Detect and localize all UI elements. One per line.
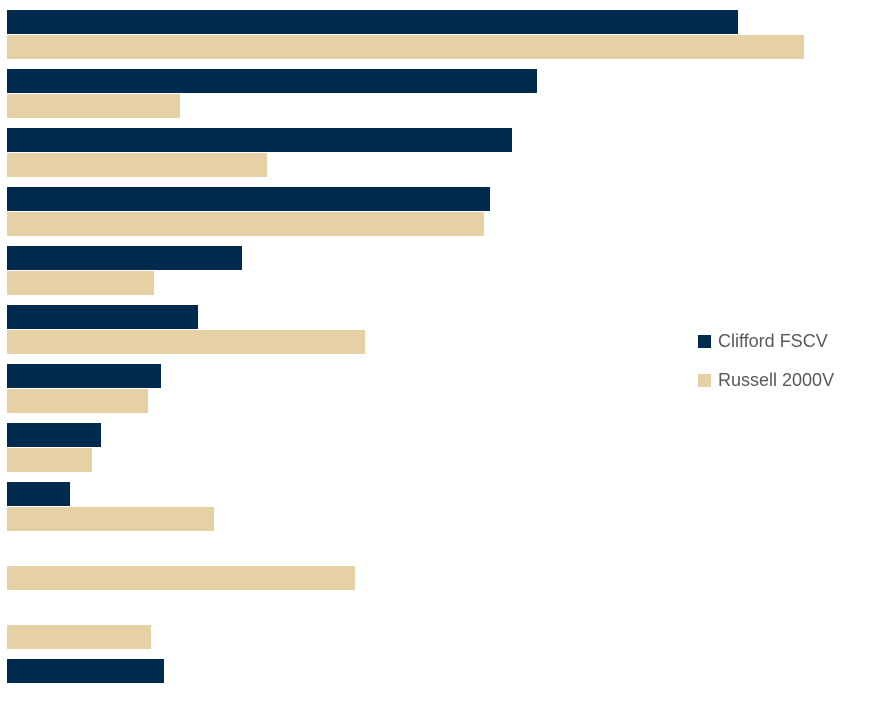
bar-russell-2000v bbox=[7, 153, 267, 177]
bar-group bbox=[7, 482, 870, 531]
bar-clifford-fscv bbox=[7, 305, 198, 329]
bar-group bbox=[7, 187, 870, 236]
bar-clifford-fscv bbox=[7, 69, 537, 93]
bar-clifford-fscv bbox=[7, 364, 161, 388]
bar-group bbox=[7, 659, 870, 708]
legend-item-clifford-fscv: Clifford FSCV bbox=[698, 331, 834, 351]
legend: Clifford FSCV Russell 2000V bbox=[698, 331, 834, 409]
bar-clifford-fscv bbox=[7, 187, 490, 211]
legend-label-russell-2000v: Russell 2000V bbox=[718, 370, 835, 390]
bar-group bbox=[7, 246, 870, 295]
bar-russell-2000v bbox=[7, 566, 355, 590]
bar-clifford-fscv bbox=[7, 128, 512, 152]
bar-group bbox=[7, 364, 870, 413]
bar-clifford-fscv bbox=[7, 10, 738, 34]
bar-russell-2000v bbox=[7, 448, 92, 472]
bar-russell-2000v bbox=[7, 507, 214, 531]
legend-item-russell-2000v: Russell 2000V bbox=[698, 370, 834, 390]
legend-label-clifford-fscv: Clifford FSCV bbox=[718, 331, 828, 351]
bar-russell-2000v bbox=[7, 271, 154, 295]
bar-clifford-fscv bbox=[7, 482, 70, 506]
bar-russell-2000v bbox=[7, 35, 804, 59]
bar-group bbox=[7, 541, 870, 590]
bar-clifford-fscv bbox=[7, 659, 164, 683]
bar-russell-2000v bbox=[7, 625, 151, 649]
bar-group bbox=[7, 305, 870, 354]
bar-clifford-fscv bbox=[7, 423, 101, 447]
bar-group bbox=[7, 69, 870, 118]
bar-group bbox=[7, 10, 870, 59]
bar-russell-2000v bbox=[7, 389, 148, 413]
bar-russell-2000v bbox=[7, 330, 365, 354]
bar-russell-2000v bbox=[7, 94, 180, 118]
bar-russell-2000v bbox=[7, 212, 484, 236]
bar-group bbox=[7, 600, 870, 649]
legend-swatch-russell-2000v bbox=[698, 373, 711, 387]
bar-clifford-fscv bbox=[7, 246, 242, 270]
bar-group bbox=[7, 128, 870, 177]
plot-area bbox=[7, 10, 870, 718]
legend-swatch-clifford-fscv bbox=[698, 334, 711, 348]
bar-group bbox=[7, 423, 870, 472]
